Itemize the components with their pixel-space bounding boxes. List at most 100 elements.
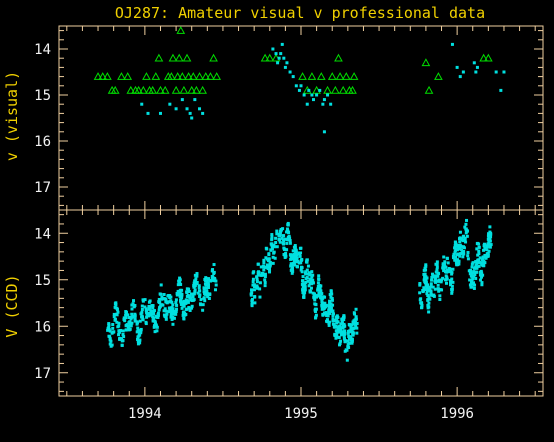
data-point-square: [433, 277, 437, 281]
data-point-square: [153, 320, 157, 324]
data-point-triangle: [123, 72, 133, 80]
data-point-square: [480, 283, 484, 287]
data-point-square: [180, 288, 184, 292]
data-point-square: [438, 298, 442, 302]
data-point-triangle: [323, 85, 332, 94]
y-tick-label: 17: [34, 366, 51, 382]
data-point-square: [470, 262, 474, 266]
data-point-square: [133, 317, 137, 321]
data-point-square: [426, 294, 430, 298]
data-point-square: [126, 313, 130, 317]
data-point-square: [337, 330, 341, 334]
data-point-square: [468, 278, 472, 282]
data-point-triangle: [307, 72, 317, 80]
data-point-triangle: [484, 53, 493, 62]
data-point-square: [434, 270, 438, 274]
data-point-square: [319, 284, 323, 288]
data-point-square: [152, 312, 156, 316]
data-point-square: [301, 275, 305, 279]
data-point-square: [109, 344, 113, 348]
data-point-square: [316, 281, 320, 285]
data-point-square: [165, 312, 169, 316]
data-point-square: [444, 281, 448, 285]
data-point-square: [455, 261, 459, 265]
data-point-square: [162, 309, 166, 313]
data-point-square: [470, 278, 474, 282]
data-point-square: [162, 297, 166, 301]
data-point-square: [167, 310, 171, 314]
data-point-square: [290, 271, 294, 275]
y-tick-label: 14: [34, 226, 51, 242]
data-point-square: [294, 84, 298, 88]
data-point-square: [145, 309, 149, 313]
data-point-square: [171, 303, 175, 307]
data-point-square: [168, 308, 172, 312]
data-point-square: [290, 255, 294, 259]
data-point-square: [320, 292, 324, 296]
data-point-square: [427, 296, 431, 300]
data-point-square: [487, 240, 491, 244]
data-point-square: [442, 255, 446, 259]
data-point-square: [256, 262, 260, 266]
data-point-square: [340, 321, 344, 325]
data-point-square: [315, 93, 319, 97]
data-point-square: [325, 319, 329, 323]
data-point-square: [206, 283, 210, 287]
data-point-triangle: [93, 72, 103, 80]
data-point-square: [278, 238, 282, 242]
data-point-square: [442, 269, 446, 273]
data-point-square: [137, 340, 141, 344]
data-point-square: [190, 306, 194, 310]
data-point-square: [124, 313, 128, 317]
data-point-square: [453, 240, 457, 244]
data-point-square: [203, 299, 207, 303]
data-point-square: [431, 275, 435, 279]
data-point-square: [478, 261, 482, 265]
data-point-square: [140, 102, 144, 106]
data-point-square: [469, 285, 473, 289]
data-point-square: [253, 285, 257, 289]
data-point-square: [149, 313, 153, 317]
data-point-square: [274, 236, 278, 240]
data-point-square: [269, 248, 273, 252]
data-point-square: [308, 271, 312, 275]
data-point-square: [443, 260, 447, 264]
data-point-square: [138, 319, 142, 323]
data-point-square: [270, 247, 274, 251]
data-point-square: [450, 277, 454, 281]
data-point-square: [465, 229, 469, 233]
data-point-square: [460, 248, 464, 252]
data-point-square: [469, 281, 473, 285]
data-point-square: [263, 275, 267, 279]
data-point-square: [274, 241, 278, 245]
data-point-square: [174, 298, 178, 302]
data-point-square: [130, 303, 134, 307]
data-point-square: [472, 270, 476, 274]
data-point-square: [424, 264, 428, 268]
data-point-square: [316, 287, 320, 291]
data-point-square: [212, 270, 216, 274]
data-point-square: [489, 243, 493, 247]
data-point-square: [445, 256, 449, 260]
data-point-square: [448, 267, 452, 271]
data-point-square: [116, 310, 120, 314]
data-point-square: [480, 281, 484, 285]
data-point-square: [485, 244, 489, 248]
data-point-square: [136, 326, 140, 330]
data-point-square: [445, 275, 449, 279]
data-point-square: [251, 271, 255, 275]
data-point-square: [466, 250, 470, 254]
data-point-square: [194, 277, 198, 281]
data-point-triangle: [173, 72, 183, 80]
data-point-square: [310, 275, 314, 279]
data-point-square: [111, 323, 115, 327]
data-point-triangle: [179, 85, 189, 94]
data-point-square: [203, 292, 207, 296]
data-point-square: [455, 253, 459, 257]
data-point-square: [487, 238, 491, 242]
data-point-square: [499, 88, 503, 92]
data-point-square: [477, 245, 481, 249]
data-point-square: [479, 269, 483, 273]
data-point-square: [446, 269, 450, 273]
